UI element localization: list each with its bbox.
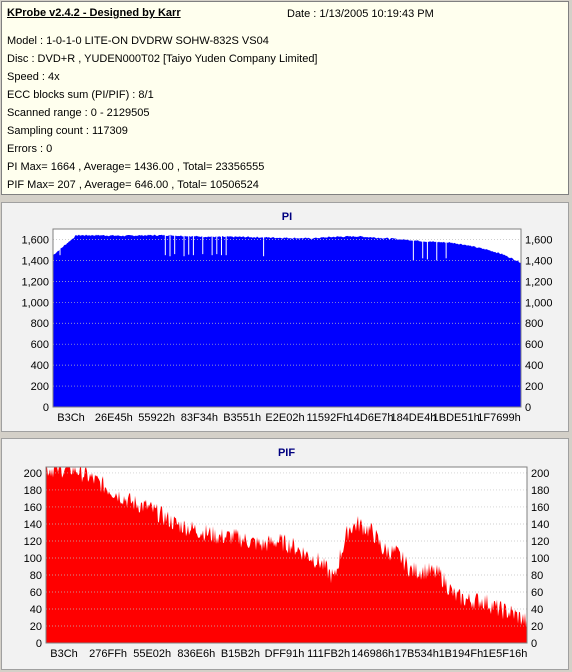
y-tick-right: 140	[531, 519, 549, 531]
series-area	[46, 467, 527, 643]
y-tick-right: 200	[531, 468, 549, 480]
y-tick-left: 1,200	[21, 276, 49, 288]
y-tick-left: 1,000	[21, 297, 49, 309]
x-tick-label: 836E6h	[177, 648, 215, 660]
pif-summary-line: PIF Max= 207 , Average= 646.00 , Total= …	[7, 179, 259, 191]
y-tick-left: 20	[30, 621, 42, 633]
x-tick-label: DFF91h	[265, 648, 305, 660]
x-tick-label: 17B534h	[395, 648, 439, 660]
range-line: Scanned range : 0 - 2129505	[7, 107, 150, 119]
pif-chart-panel: PIF 0 0 20 20 40 40 60 60 80 80 100 100 120 120 140 140 1…	[1, 438, 569, 670]
x-tick-label: B3Ch	[57, 412, 85, 424]
x-tick-label: 55E02h	[133, 648, 171, 660]
x-tick-label: 1B194Fh	[439, 648, 484, 660]
x-tick-label: B3Ch	[50, 648, 78, 660]
y-tick-right: 0	[525, 402, 531, 414]
x-tick-label: 1F7699h	[477, 412, 520, 424]
y-tick-right: 200	[525, 381, 543, 393]
y-tick-left: 400	[31, 360, 49, 372]
y-tick-right: 160	[531, 502, 549, 514]
y-tick-left: 0	[43, 402, 49, 414]
scan-date: Date : 1/13/2005 10:19:43 PM	[287, 8, 434, 20]
x-tick-label: 14D6E7h	[348, 412, 394, 424]
y-tick-left: 200	[24, 468, 42, 480]
y-tick-right: 400	[525, 360, 543, 372]
pi-summary-line: PI Max= 1664 , Average= 1436.00 , Total=…	[7, 161, 265, 173]
x-tick-label: E2E02h	[265, 412, 304, 424]
disc-line: Disc : DVD+R , YUDEN000T02 [Taiyo Yuden …	[7, 53, 318, 65]
plot-frame	[45, 466, 528, 644]
y-tick-right: 100	[531, 553, 549, 565]
app-title: KProbe v2.4.2 - Designed by Karr	[7, 7, 181, 19]
y-tick-right: 600	[525, 339, 543, 351]
x-tick-label: 55922h	[138, 412, 175, 424]
y-tick-left: 600	[31, 339, 49, 351]
errors-line: Errors : 0	[7, 143, 53, 155]
y-tick-right: 80	[531, 570, 543, 582]
y-tick-right: 1,400	[525, 255, 553, 267]
plot-frame	[52, 228, 522, 408]
pi-chart-panel: PI 0 0 200 200 400 400 600 600 800 800 1,000 1,000 1,…	[1, 202, 569, 432]
y-tick-left: 140	[24, 519, 42, 531]
y-tick-right: 1,000	[525, 297, 553, 309]
y-tick-left: 180	[24, 485, 42, 497]
y-tick-left: 160	[24, 502, 42, 514]
x-tick-label: 1E5F16h	[483, 648, 528, 660]
y-tick-left: 100	[24, 553, 42, 565]
series-area	[53, 234, 521, 407]
x-tick-label: B15B2h	[221, 648, 260, 660]
speed-line: Speed : 4x	[7, 71, 60, 83]
sampling-line: Sampling count : 117309	[7, 125, 128, 137]
x-tick-label: 11592Fh	[306, 412, 349, 424]
y-tick-left: 1,400	[21, 255, 49, 267]
y-tick-left: 120	[24, 536, 42, 548]
y-tick-right: 180	[531, 485, 549, 497]
y-tick-right: 1,200	[525, 276, 553, 288]
x-tick-label: 184DE4h	[390, 412, 436, 424]
ecc-line: ECC blocks sum (PI/PIF) : 8/1	[7, 89, 154, 101]
y-tick-left: 80	[30, 570, 42, 582]
y-tick-right: 0	[531, 638, 537, 650]
y-tick-left: 60	[30, 587, 42, 599]
x-tick-label: B3551h	[223, 412, 261, 424]
y-tick-left: 800	[31, 318, 49, 330]
x-tick-label: 83F34h	[181, 412, 218, 424]
y-tick-left: 200	[31, 381, 49, 393]
x-tick-label: 26E45h	[95, 412, 133, 424]
chart-title: PI	[282, 211, 292, 223]
y-tick-left: 1,600	[21, 234, 49, 246]
info-panel: KProbe v2.4.2 - Designed by Karr Date : …	[1, 1, 569, 195]
model-line: Model : 1-0-1-0 LITE-ON DVDRW SOHW-832S …	[7, 35, 269, 47]
x-tick-label: 1BDE51h	[433, 412, 480, 424]
x-tick-label: 276FFh	[89, 648, 127, 660]
y-tick-right: 40	[531, 604, 543, 616]
y-tick-right: 20	[531, 621, 543, 633]
y-tick-right: 800	[525, 318, 543, 330]
y-tick-left: 0	[36, 638, 42, 650]
pif-chart: PIF 0 0 20 20 40 40 60 60 80 80 100 100 120 120 140 140 1…	[24, 447, 550, 660]
y-tick-right: 120	[531, 536, 549, 548]
x-tick-label: 146986h	[351, 648, 394, 660]
chart-title: PIF	[278, 447, 295, 459]
x-tick-label: 111FB2h	[307, 648, 350, 660]
y-tick-left: 40	[30, 604, 42, 616]
y-tick-right: 1,600	[525, 234, 553, 246]
y-tick-right: 60	[531, 587, 543, 599]
pi-chart: PI 0 0 200 200 400 400 600 600 800 800 1,000 1,000 1,…	[21, 211, 553, 424]
